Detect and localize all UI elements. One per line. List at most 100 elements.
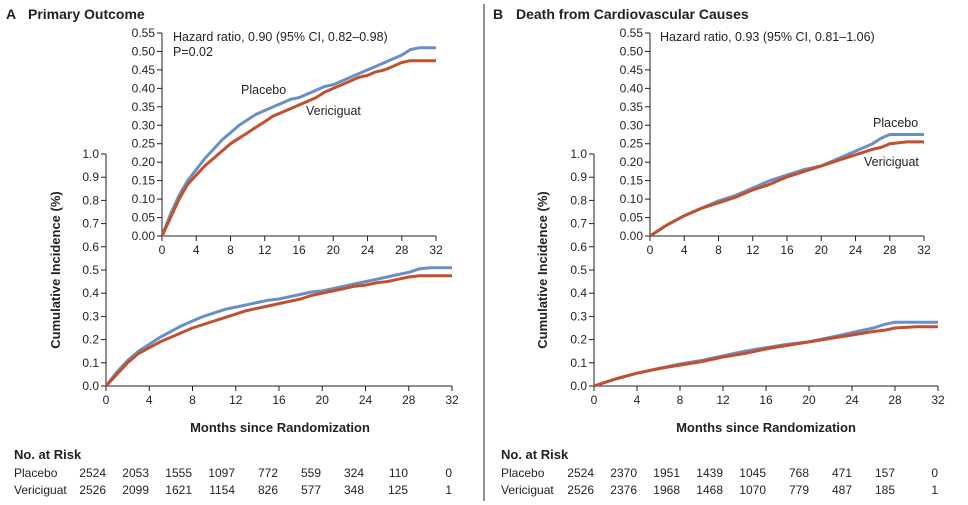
panel-b-main-x-tick-label: 0 bbox=[591, 393, 598, 407]
panel-a-main-x-tick-label: 8 bbox=[189, 393, 196, 407]
panel-a-label-vericiguat: Vericiguat bbox=[306, 104, 361, 118]
panel-b-main-y-tick-label: 0.0 bbox=[570, 379, 587, 393]
panel-b-risk-table: Placebo 2524 2370 1951 1439 1045 768 471 157 0 Ver… bbox=[501, 466, 938, 497]
panel-b-risk-value: 157 bbox=[875, 466, 895, 480]
panel-b-inset-x-tick-label: 32 bbox=[917, 243, 931, 257]
panel-b-label-vericiguat: Vericiguat bbox=[864, 155, 919, 169]
panel-a-inset-y-tick-label: 0.45 bbox=[132, 63, 156, 77]
panel-b-inset-y-tick-label: 0.30 bbox=[620, 118, 644, 132]
panel-a-main-x-tick-label: 24 bbox=[359, 393, 373, 407]
panel-a-main-y-tick-label: 1.0 bbox=[82, 147, 99, 161]
panel-a-risk-value: 348 bbox=[344, 483, 364, 497]
panel-a-title: Primary Outcome bbox=[28, 6, 145, 22]
panel-a-risk-value: 1555 bbox=[165, 466, 192, 480]
panel-a-main-y-tick-label: 0.2 bbox=[82, 333, 99, 347]
panel-b-risk-value: 487 bbox=[832, 483, 852, 497]
panel-b-risk-value: 768 bbox=[789, 466, 809, 480]
panel-a-main-x-tick-label: 32 bbox=[445, 393, 459, 407]
panel-a-main-x-tick-label: 28 bbox=[402, 393, 416, 407]
panel-a-risk-value: 125 bbox=[388, 483, 408, 497]
panel-a-risk-value: 1097 bbox=[208, 466, 235, 480]
panel-a-letter: A bbox=[6, 6, 16, 22]
panel-a-main-y-tick-label: 0.4 bbox=[82, 286, 99, 300]
panel-a-main-y-tick-label: 0.1 bbox=[82, 356, 99, 370]
panel-b-risk-value: 1468 bbox=[696, 483, 723, 497]
panel-b-inset-x-tick-label: 28 bbox=[883, 243, 897, 257]
panel-b-main-curve-placebo bbox=[593, 320, 938, 388]
panel-b-inset-y-tick-label: 0.10 bbox=[620, 192, 644, 206]
panel-a-risk-value: 826 bbox=[258, 483, 278, 497]
panel-a-inset-y-tick-label: 0.00 bbox=[132, 229, 156, 243]
panel-b-risk-row-label: Placebo bbox=[501, 466, 545, 480]
panel-a-risk-value: 559 bbox=[301, 466, 321, 480]
panel-a-main-y-tick-label: 0.6 bbox=[82, 240, 99, 254]
panel-b-main-x-tick-label: 4 bbox=[634, 393, 641, 407]
panel-b-risk-value: 185 bbox=[875, 483, 895, 497]
panel-b-main-y-tick-label: 0.8 bbox=[570, 193, 587, 207]
panel-b-hazard-ratio: Hazard ratio, 0.93 (95% CI, 0.81–1.06) bbox=[660, 30, 875, 44]
panel-b-inset-y-tick-label: 0.05 bbox=[620, 211, 644, 225]
panel-a-main-y-tick-label: 0.0 bbox=[82, 379, 99, 393]
panel-a-inset-y-tick-label: 0.50 bbox=[132, 44, 156, 58]
panel-a-inset-x-tick-label: 20 bbox=[327, 243, 341, 257]
panel-a-inset-y-tick-label: 0.35 bbox=[132, 100, 156, 114]
panel-a-risk-value: 2524 bbox=[79, 466, 106, 480]
panel-a-inset-x-tick-label: 28 bbox=[395, 243, 409, 257]
panel-a-inset-y-tick-label: 0.30 bbox=[132, 118, 156, 132]
panel-b-inset-x-tick-label: 20 bbox=[815, 243, 829, 257]
panel-b-inset-x-tick-label: 16 bbox=[780, 243, 794, 257]
panel-b-main-y-tick-label: 0.5 bbox=[570, 263, 587, 277]
panel-a-risk-value: 110 bbox=[389, 466, 408, 480]
panel-b-main-y-tick-label: 0.9 bbox=[570, 170, 587, 184]
panel-b-main-y-tick-label: 0.3 bbox=[570, 309, 587, 323]
panel-b-risk-value: 2524 bbox=[567, 466, 594, 480]
panel-a-main-x-tick-label: 20 bbox=[316, 393, 330, 407]
panel-a-risk-value: 772 bbox=[258, 466, 278, 480]
panel-b-main-y-tick-label: 1.0 bbox=[570, 147, 587, 161]
panel-b-y-axis-label: Cumulative Incidence (%) bbox=[535, 191, 550, 348]
panel-b-main-y-tick-label: 0.7 bbox=[570, 217, 587, 231]
panel-b-main-curve-vericiguat bbox=[593, 325, 938, 388]
panel-b-inset-y-tick-label: 0.25 bbox=[620, 137, 644, 151]
panel-a-inset-y-tick-label: 0.55 bbox=[132, 26, 156, 40]
panel-b-inset-y-tick-label: 0.35 bbox=[620, 100, 644, 114]
panel-b-x-axis-label: Months since Randomization bbox=[676, 420, 856, 435]
panel-a-hazard-ratio: Hazard ratio, 0.90 (95% CI, 0.82–0.98) bbox=[173, 30, 388, 44]
panel-a-inset-y-tick-label: 0.40 bbox=[132, 81, 156, 95]
panel-b-risk-value: 1951 bbox=[653, 466, 680, 480]
panel-b-inset-curve-placebo bbox=[649, 133, 924, 238]
panel-b-main-y-tick-label: 0.2 bbox=[570, 333, 587, 347]
panel-b-inset-y-tick-label: 0.20 bbox=[620, 155, 644, 169]
panel-a-inset-y-tick-label: 0.10 bbox=[132, 192, 156, 206]
panel-a-main-x-tick-label: 16 bbox=[272, 393, 286, 407]
panel-b-risk-value: 0 bbox=[931, 466, 938, 480]
panel-a-inset-x-tick-label: 12 bbox=[258, 243, 272, 257]
panel-b-risk-value: 1045 bbox=[739, 466, 766, 480]
panel-b-main-x-tick-label: 28 bbox=[888, 393, 902, 407]
panel-a-risk-value: 2099 bbox=[122, 483, 149, 497]
panel-b-inset-x-tick-label: 4 bbox=[681, 243, 688, 257]
panel-b-inset-y-tick-label: 0.50 bbox=[620, 44, 644, 58]
panel-b-main-x-tick-label: 12 bbox=[716, 393, 730, 407]
panel-b-main-x-tick-label: 8 bbox=[677, 393, 684, 407]
panel-a-risk-value: 577 bbox=[301, 483, 321, 497]
panel-b-risk-value: 1968 bbox=[653, 483, 680, 497]
panel-b-risk-value: 1 bbox=[931, 483, 938, 497]
panel-b-title: Death from Cardiovascular Causes bbox=[516, 6, 749, 22]
panel-a-inset-y-tick-label: 0.15 bbox=[132, 174, 156, 188]
panel-a-inset-curve-vericiguat bbox=[160, 59, 436, 237]
panel-a-inset-x-tick-label: 4 bbox=[193, 243, 200, 257]
panel-a-risk-value: 1154 bbox=[209, 483, 235, 497]
panel-a-risk-value: 2053 bbox=[122, 466, 149, 480]
panel-b-inset-y-tick-label: 0.40 bbox=[620, 81, 644, 95]
panel-b: B Death from Cardiovascular Causes Cumul… bbox=[493, 6, 945, 497]
panel-b-inset-x-tick-label: 24 bbox=[849, 243, 863, 257]
panel-b-main-x-tick-label: 32 bbox=[931, 393, 945, 407]
panel-a-risk-title: No. at Risk bbox=[14, 447, 82, 462]
panel-a-inset-x-tick-label: 8 bbox=[227, 243, 234, 257]
panel-b-risk-row-label: Vericiguat bbox=[501, 483, 554, 497]
panel-a-main-plot: 0.0 0.1 0.2 0.3 0.4 0.5 0.6 0.7 0.8 0.9 1.0 0 4 8 12 16… bbox=[82, 147, 459, 407]
panel-b-inset-x-tick-label: 0 bbox=[647, 243, 654, 257]
panel-b-main-x-tick-label: 24 bbox=[845, 393, 859, 407]
